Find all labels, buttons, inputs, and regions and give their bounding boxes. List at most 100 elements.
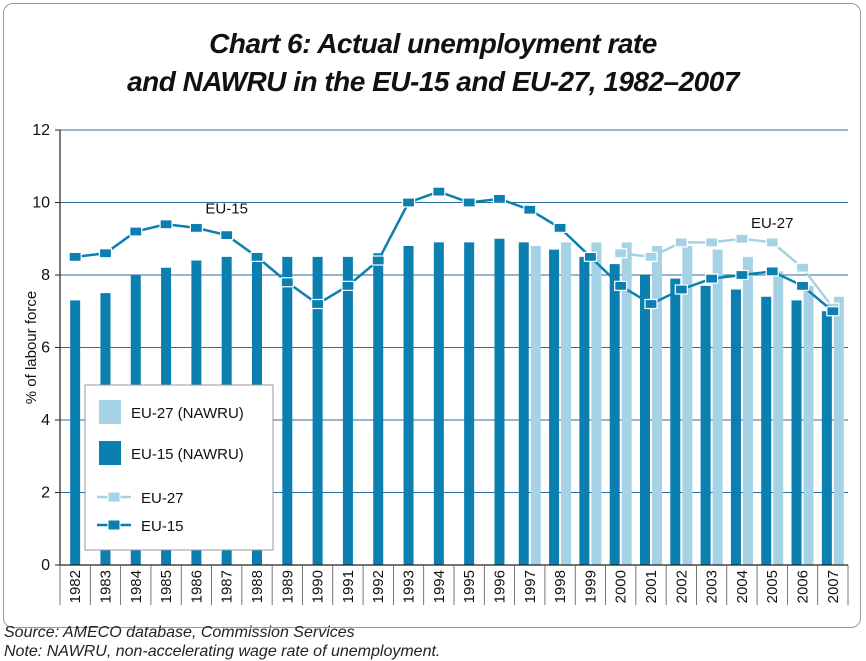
eu15-point [189, 222, 203, 233]
bar-eu15-nawru [373, 253, 384, 565]
eu27-point [705, 237, 719, 248]
legend-label-eu15-nawru: EU-15 (NAWRU) [131, 446, 244, 463]
legend-label-eu27-nawru: EU-27 (NAWRU) [131, 405, 244, 422]
source-note: Source: AMECO database, Commission Servi… [4, 624, 355, 641]
x-tick-label: 2004 [734, 570, 751, 603]
x-tick-label: 1983 [97, 570, 114, 603]
eu15-point [795, 280, 810, 291]
bar-eu15-nawru [609, 264, 620, 565]
bar-eu15-nawru [579, 256, 590, 565]
x-tick-label: 1982 [67, 570, 84, 603]
eu15-point [735, 269, 749, 281]
x-tick-label: 1998 [552, 570, 569, 603]
bar-eu15-nawru [464, 242, 475, 565]
bar-eu15-nawru [342, 256, 353, 565]
legend-swatch-eu27-nawru [99, 400, 121, 424]
x-tick-label: 2006 [795, 570, 812, 603]
eu15-point [280, 277, 294, 288]
chart-title-line1: Chart 6: Actual unemployment rate [209, 28, 657, 59]
bar-eu15-nawru [518, 242, 529, 565]
bar-eu15-nawru [700, 285, 711, 565]
eu15-point [523, 204, 537, 215]
eu15-point [401, 197, 416, 208]
eu15-point [159, 219, 173, 230]
eu27-point [795, 262, 810, 273]
x-tick-label: 1988 [249, 570, 266, 603]
x-tick-label: 1984 [128, 570, 145, 603]
x-tick-label: 1986 [188, 570, 205, 603]
eu15-point [432, 186, 446, 197]
x-tick-label: 1996 [491, 570, 508, 603]
eu15-point [583, 251, 597, 262]
x-tick-label: 2002 [673, 570, 690, 603]
x-tick-label: 1991 [340, 570, 357, 603]
eu27-point [735, 233, 749, 244]
x-tick-label: 1995 [461, 570, 478, 603]
eu27-point [644, 251, 658, 262]
x-tick-label: 1997 [522, 570, 539, 603]
bar-eu15-nawru [433, 242, 444, 565]
bar-eu15-nawru [549, 249, 560, 565]
bar-eu27-nawru [591, 242, 602, 565]
eu15-point [614, 280, 628, 291]
eu15-point [371, 255, 385, 266]
eu15-point [98, 248, 113, 259]
y-tick-label: 0 [41, 557, 50, 574]
x-tick-label: 2007 [825, 570, 842, 603]
eu15-point [68, 251, 82, 262]
eu15-point [492, 193, 507, 204]
bar-eu27-nawru [833, 296, 844, 565]
y-axis-label: % of labour force [23, 291, 40, 404]
bar-eu15-nawru [761, 296, 772, 565]
bar-eu27-nawru [742, 256, 753, 565]
legend-swatch-eu15-marker [107, 519, 121, 531]
bar-eu27-nawru [561, 242, 572, 565]
eu15-point [705, 273, 719, 284]
eu15-point [553, 222, 567, 233]
y-tick-label: 10 [32, 195, 50, 212]
bar-eu27-nawru [530, 246, 541, 565]
bar-eu15-nawru [403, 246, 414, 565]
bar-eu15-nawru [821, 311, 832, 565]
y-tick-label: 8 [41, 267, 50, 284]
bar-eu27-nawru [621, 242, 632, 565]
bar-eu15-nawru [70, 300, 81, 565]
legend-swatch-eu15-nawru [99, 441, 121, 465]
legend-label-eu27: EU-27 [141, 490, 184, 507]
x-tick-label: 2000 [613, 570, 630, 603]
y-tick-label: 2 [41, 485, 50, 502]
y-tick-label: 6 [41, 340, 50, 357]
eu15-point [250, 251, 264, 262]
x-tick-label: 1987 [219, 570, 236, 603]
eu15-point [311, 298, 325, 310]
eu15-point [462, 197, 476, 208]
eu27-point [674, 237, 688, 248]
eu15-point [765, 266, 779, 277]
x-tick-label: 2005 [764, 570, 781, 603]
bar-eu15-nawru [670, 278, 681, 565]
eu15-point [674, 284, 688, 295]
x-tick-label: 1999 [582, 570, 599, 603]
bar-eu15-nawru [312, 256, 323, 565]
x-tick-label: 1993 [401, 570, 418, 603]
eu27-point [765, 237, 779, 248]
chart-title-line2: and NAWRU in the EU-15 and EU-27, 1982–2… [127, 66, 739, 97]
x-tick-label: 1985 [158, 570, 175, 603]
legend-label-eu15: EU-15 [141, 518, 184, 535]
bar-eu15-nawru [494, 238, 505, 565]
x-tick-label: 1992 [370, 570, 387, 603]
y-tick-label: 12 [32, 122, 50, 139]
x-tick-label: 1990 [310, 570, 327, 603]
y-tick-label: 4 [41, 412, 50, 429]
bar-eu27-nawru [652, 246, 662, 565]
series-annotation: EU-15 [205, 200, 248, 217]
eu15-point [129, 226, 143, 237]
eu15-point [341, 280, 355, 291]
bar-eu15-nawru [282, 256, 293, 565]
x-tick-label: 1989 [279, 570, 296, 603]
bar-eu27-nawru [682, 246, 693, 565]
footnote: Note: NAWRU, non-accelerating wage rate … [4, 643, 441, 660]
bar-eu27-nawru [773, 271, 784, 565]
x-tick-label: 2001 [643, 570, 660, 603]
